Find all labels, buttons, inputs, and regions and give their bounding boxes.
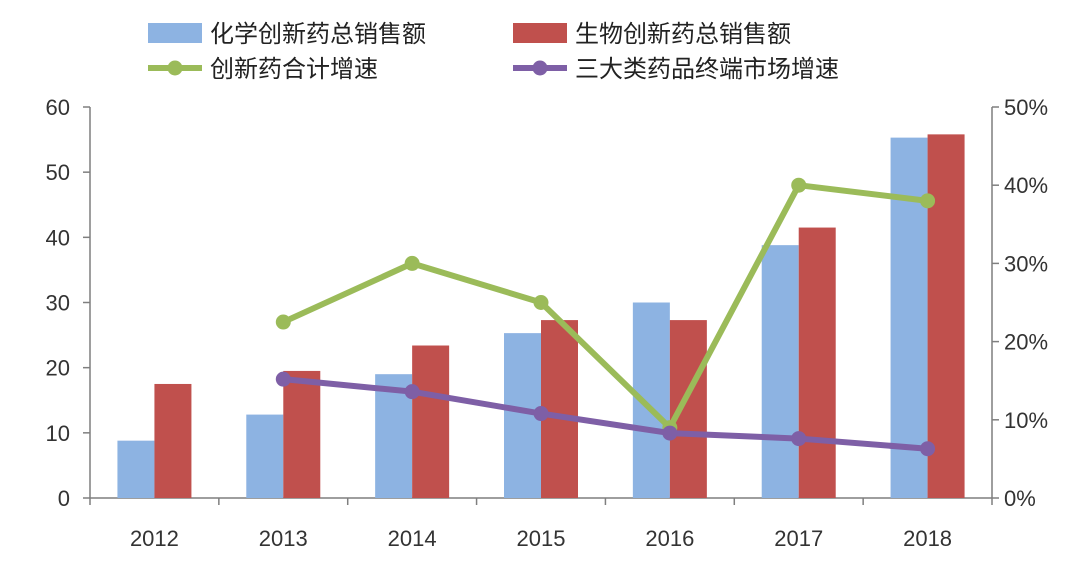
legend-label-market-growth: 三大类药品终端市场增速 [575,55,839,83]
point-innovative-growth [533,295,549,310]
bar-biologic-2016 [669,320,707,498]
bar-biologic-2014 [412,345,450,498]
x-tick-label: 2017 [774,526,823,551]
right-tick-label: 30% [1004,251,1048,276]
point-market-growth [662,425,678,441]
bar-chemical-2017 [761,245,799,498]
right-tick-label: 10% [1004,408,1048,433]
bar-biologic-2013 [283,370,321,498]
point-market-growth [404,384,420,400]
point-market-growth [791,431,807,447]
bar-biologic-2017 [798,227,836,498]
point-innovative-growth [791,177,807,193]
right-tick-label: 40% [1004,173,1048,198]
point-innovative-growth [404,255,420,271]
left-tick-label: 50 [46,160,70,185]
x-tick-label: 2015 [517,526,566,551]
line-innovative-growth [280,182,931,431]
lines [275,177,936,457]
x-tick-label: 2012 [130,526,179,551]
point-market-growth [275,371,291,387]
legend-marker-market-growth [532,60,548,76]
left-tick-label: 30 [46,291,70,316]
bar-biologic-2018 [927,134,965,498]
left-tick-label: 40 [46,225,70,250]
bar-chemical-2013 [246,414,284,498]
x-tick-label: 2018 [903,526,952,551]
legend-label-biologic-sales: 生物创新药总销售额 [575,20,791,48]
x-tick-label: 2014 [388,526,437,551]
line-market-growth [280,376,931,452]
right-tick-label: 50% [1004,95,1048,120]
left-tick-label: 60 [46,95,70,120]
bar-biologic-2015 [541,320,578,498]
point-market-growth [533,406,549,422]
axes: 0 10 20 30 40 50 60 0% 10% 20% 30% 40% 50% 2012 2013 20… [46,95,1049,551]
point-innovative-growth [920,193,936,209]
point-innovative-growth [275,314,291,330]
legend-swatch-biologic-sales [513,23,567,43]
legend-swatch-chemical-sales [148,23,202,43]
legend-label-chemical-sales: 化学创新药总销售额 [210,20,426,48]
left-tick-label: 20 [46,356,70,381]
x-tick-label: 2016 [645,526,694,551]
legend-marker-innovative-growth [167,60,183,76]
point-market-growth [920,441,936,457]
legend-label-innovative-growth: 创新药合计增速 [210,55,378,83]
bar-chemical-2012 [117,440,155,498]
left-tick-label: 0 [58,486,70,511]
x-tick-label: 2013 [259,526,308,551]
bar-biologic-2012 [154,383,192,498]
right-tick-label: 0% [1004,486,1036,511]
right-tick-label: 20% [1004,330,1048,355]
left-tick-label: 10 [46,421,70,446]
